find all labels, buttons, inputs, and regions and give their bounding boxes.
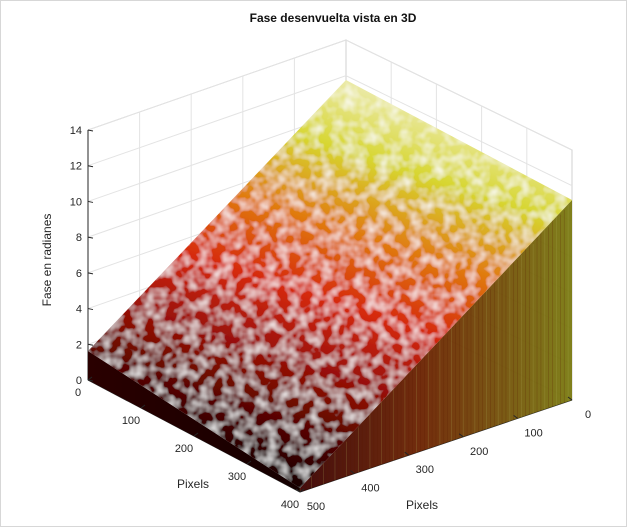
x-tick-label: 500: [307, 501, 325, 513]
z-tick-label: 12: [70, 161, 82, 173]
y-tick-label: 100: [122, 415, 140, 427]
z-gridline: [87, 75, 573, 187]
x-axis-label: Pixels: [406, 498, 438, 512]
y-ticks: 0 100 200 300 400: [75, 376, 305, 511]
x-tick-mark: [350, 470, 355, 475]
z-tick-label: 6: [76, 268, 82, 280]
x-tick-label: 200: [470, 446, 488, 458]
x-ticks: 0 100 200 300 400 500: [295, 396, 591, 513]
z-tick-mark: [87, 272, 94, 275]
x-tick-label: 100: [524, 427, 542, 439]
y-tick-mark: [87, 376, 93, 381]
z-tick-mark: [87, 236, 94, 239]
x-tick-mark: [404, 451, 410, 456]
y-tick-mark: [193, 432, 199, 437]
z-ticks: 0 2 4 6 8 10 12 14: [70, 125, 94, 387]
z-axis-label: Fase en radianes: [40, 214, 54, 307]
x-tick-label: 300: [416, 464, 434, 476]
surface-top: [88, 80, 572, 488]
z-tick-mark: [87, 129, 94, 132]
y-tick-mark: [299, 488, 305, 493]
z-tick-mark: [87, 343, 94, 346]
x-tick-label: 400: [361, 483, 379, 495]
x-tick-mark: [513, 414, 518, 419]
surface-front-face: [88, 351, 300, 492]
y-tick-mark: [246, 460, 252, 465]
y-tick-label: 300: [228, 471, 246, 483]
z-tick-label: 2: [76, 339, 82, 351]
x-tick-mark: [567, 396, 573, 401]
surface-side-face: [300, 200, 572, 492]
z-tick-label: 4: [76, 304, 82, 316]
y-tick-label: 0: [75, 387, 81, 399]
z-tick-mark: [87, 165, 94, 168]
chart-title: Fase desenvuelta vista en 3D: [250, 11, 417, 25]
z-tick-label: 10: [70, 196, 82, 208]
x-tick-mark: [295, 488, 301, 493]
z-tick-label: 14: [70, 125, 82, 137]
y-tick-label: 400: [281, 499, 299, 511]
y-tick-mark: [140, 404, 146, 409]
z-tick-mark: [87, 308, 94, 311]
z-tick-mark: [87, 200, 94, 203]
y-axis-label: Pixels: [177, 477, 209, 491]
surface-side-striations: [299, 201, 569, 492]
z-tick-label: 8: [76, 232, 82, 244]
z-tick-label: 0: [76, 375, 82, 387]
y-tick-label: 200: [175, 443, 193, 455]
x-tick-mark: [458, 433, 464, 438]
x-tick-label: 0: [585, 409, 591, 421]
z-gridline: [87, 39, 573, 151]
phase-surface: [88, 80, 572, 492]
z-tick-mark: [87, 379, 94, 382]
